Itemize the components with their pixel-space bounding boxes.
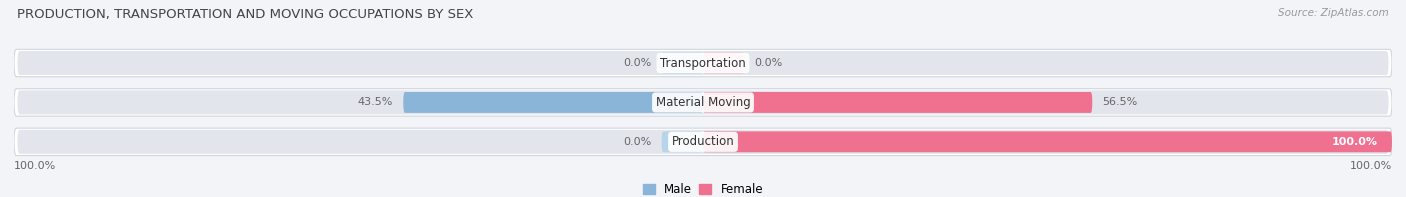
FancyBboxPatch shape <box>703 131 1392 152</box>
Text: Transportation: Transportation <box>661 57 745 70</box>
FancyBboxPatch shape <box>14 89 1392 116</box>
FancyBboxPatch shape <box>14 49 1392 77</box>
Text: 100.0%: 100.0% <box>1350 161 1392 171</box>
FancyBboxPatch shape <box>662 53 703 73</box>
Text: Source: ZipAtlas.com: Source: ZipAtlas.com <box>1278 8 1389 18</box>
Text: 56.5%: 56.5% <box>1102 98 1137 107</box>
FancyBboxPatch shape <box>404 92 703 113</box>
Text: 100.0%: 100.0% <box>1331 137 1378 147</box>
Text: 0.0%: 0.0% <box>623 58 651 68</box>
FancyBboxPatch shape <box>703 53 744 73</box>
FancyBboxPatch shape <box>17 51 1389 75</box>
FancyBboxPatch shape <box>17 90 1389 114</box>
FancyBboxPatch shape <box>17 130 1389 154</box>
FancyBboxPatch shape <box>14 128 1392 156</box>
FancyBboxPatch shape <box>662 131 703 152</box>
Text: Material Moving: Material Moving <box>655 96 751 109</box>
Legend: Male, Female: Male, Female <box>638 178 768 197</box>
Text: 43.5%: 43.5% <box>357 98 392 107</box>
Text: Production: Production <box>672 135 734 148</box>
FancyBboxPatch shape <box>703 92 1092 113</box>
Text: 100.0%: 100.0% <box>14 161 56 171</box>
Text: 0.0%: 0.0% <box>755 58 783 68</box>
Text: 0.0%: 0.0% <box>623 137 651 147</box>
Text: PRODUCTION, TRANSPORTATION AND MOVING OCCUPATIONS BY SEX: PRODUCTION, TRANSPORTATION AND MOVING OC… <box>17 8 474 21</box>
